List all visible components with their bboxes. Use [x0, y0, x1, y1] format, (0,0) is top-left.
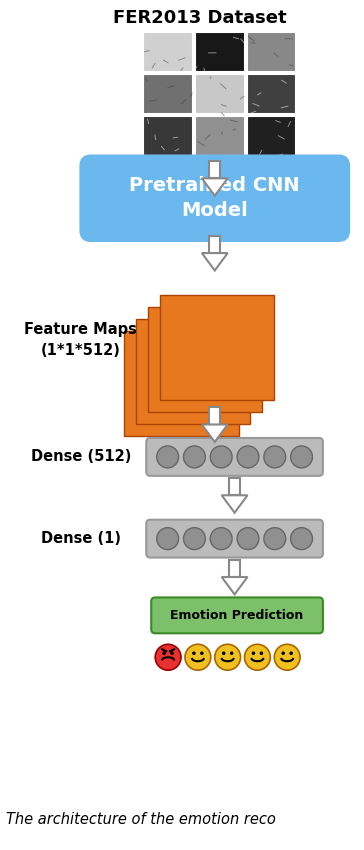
FancyBboxPatch shape: [195, 74, 245, 114]
FancyBboxPatch shape: [124, 332, 238, 436]
FancyBboxPatch shape: [246, 74, 296, 114]
Circle shape: [245, 644, 270, 670]
Circle shape: [222, 651, 225, 655]
FancyBboxPatch shape: [195, 116, 245, 156]
Circle shape: [237, 528, 259, 550]
FancyBboxPatch shape: [143, 32, 193, 72]
Circle shape: [162, 651, 166, 655]
Circle shape: [192, 651, 196, 655]
FancyBboxPatch shape: [136, 320, 250, 424]
Polygon shape: [222, 496, 248, 513]
Polygon shape: [229, 559, 240, 577]
Circle shape: [264, 528, 286, 550]
FancyBboxPatch shape: [195, 32, 245, 72]
Circle shape: [237, 446, 259, 468]
Polygon shape: [202, 424, 228, 442]
Circle shape: [185, 644, 211, 670]
Circle shape: [183, 528, 205, 550]
FancyBboxPatch shape: [151, 598, 323, 633]
Circle shape: [200, 651, 203, 655]
Circle shape: [210, 446, 232, 468]
FancyBboxPatch shape: [246, 32, 296, 72]
Polygon shape: [209, 235, 220, 253]
Circle shape: [157, 446, 179, 468]
Circle shape: [183, 446, 205, 468]
FancyBboxPatch shape: [148, 308, 262, 412]
FancyBboxPatch shape: [146, 519, 323, 558]
Circle shape: [290, 528, 312, 550]
Polygon shape: [209, 161, 220, 178]
Text: The architecture of the emotion reco: The architecture of the emotion reco: [6, 812, 276, 827]
FancyBboxPatch shape: [143, 74, 193, 114]
Text: Dense (1): Dense (1): [41, 531, 121, 547]
FancyBboxPatch shape: [146, 438, 323, 476]
Text: Pretrained CNN
Model: Pretrained CNN Model: [130, 176, 300, 220]
Text: Emotion Prediction: Emotion Prediction: [170, 609, 304, 622]
FancyBboxPatch shape: [143, 116, 193, 156]
FancyBboxPatch shape: [246, 116, 296, 156]
Circle shape: [260, 651, 263, 655]
Circle shape: [281, 651, 285, 655]
Text: Dense (512): Dense (512): [31, 450, 131, 464]
Polygon shape: [202, 253, 228, 270]
Circle shape: [290, 446, 312, 468]
Polygon shape: [202, 178, 228, 196]
Circle shape: [215, 644, 241, 670]
Circle shape: [230, 651, 233, 655]
Polygon shape: [209, 407, 220, 424]
Circle shape: [155, 644, 181, 670]
Circle shape: [210, 528, 232, 550]
FancyBboxPatch shape: [81, 156, 349, 241]
Circle shape: [252, 651, 255, 655]
Polygon shape: [229, 478, 240, 496]
Text: FER2013 Dataset: FER2013 Dataset: [113, 9, 287, 27]
Circle shape: [274, 644, 300, 670]
Polygon shape: [222, 577, 248, 594]
Text: Feature Maps
(1*1*512): Feature Maps (1*1*512): [24, 322, 137, 359]
Circle shape: [157, 528, 179, 550]
Circle shape: [289, 651, 293, 655]
Circle shape: [264, 446, 286, 468]
FancyBboxPatch shape: [160, 296, 274, 400]
Circle shape: [170, 651, 174, 655]
